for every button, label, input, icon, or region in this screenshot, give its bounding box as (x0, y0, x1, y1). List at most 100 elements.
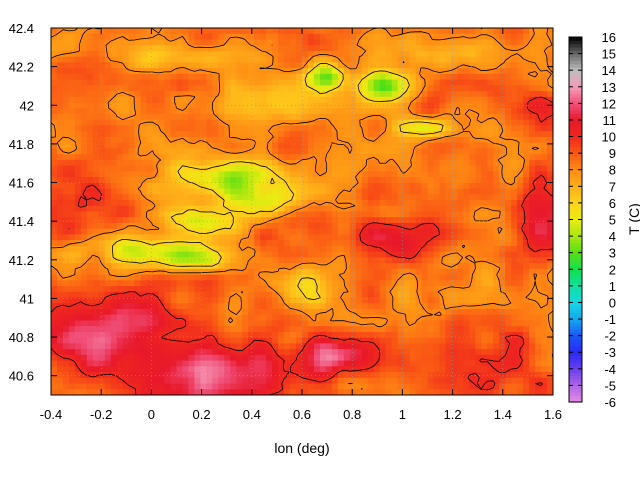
heatmap-cell (218, 366, 225, 373)
heatmap-cell (475, 108, 482, 115)
heatmap-cell (296, 154, 303, 161)
heatmap-cell (469, 286, 476, 293)
heatmap-cell (535, 91, 542, 98)
heatmap-cell (445, 291, 453, 299)
heatmap-cell (439, 263, 447, 270)
heatmap-cell (535, 182, 542, 190)
heatmap-cell (272, 354, 279, 362)
heatmap-cell (373, 79, 381, 86)
heatmap-cell (92, 68, 100, 75)
heatmap-cell (373, 165, 381, 172)
heatmap-cell (547, 205, 553, 213)
heatmap-cell (182, 326, 190, 333)
heatmap-cell (236, 217, 243, 224)
heatmap-cell (373, 234, 381, 241)
heatmap-cell (451, 343, 458, 350)
heatmap-cell (499, 142, 506, 150)
heatmap-cell (355, 91, 363, 98)
heatmap-cell (523, 286, 530, 293)
heatmap-cell (355, 263, 363, 270)
heatmap-cell (523, 119, 530, 127)
heatmap-cell (284, 297, 291, 304)
heatmap-cell (194, 234, 202, 241)
heatmap-cell (266, 188, 273, 195)
heatmap-cell (349, 148, 357, 155)
heatmap-cell (367, 280, 375, 287)
heatmap-cell (523, 251, 530, 258)
heatmap-cell (230, 91, 237, 98)
heatmap-cell (511, 62, 518, 69)
heatmap-cell (547, 62, 553, 69)
heatmap-cell (337, 85, 345, 92)
heatmap-cell (367, 217, 375, 224)
heatmap-cell (146, 326, 154, 333)
heatmap-cell (529, 73, 536, 81)
heatmap-cell (284, 240, 291, 247)
heatmap-cell (140, 79, 148, 86)
heatmap-cell (511, 268, 518, 276)
heatmap-cell (290, 131, 297, 138)
heatmap-cell (367, 165, 375, 172)
heatmap-cell (284, 91, 291, 98)
heatmap-cell (236, 251, 243, 258)
heatmap-cell (511, 349, 518, 356)
heatmap-cell (260, 366, 267, 373)
heatmap-cell (385, 62, 393, 69)
heatmap-cell (260, 142, 267, 150)
heatmap-cell (272, 73, 279, 81)
heatmap-cell (188, 68, 196, 75)
heatmap-cell (170, 303, 178, 310)
heatmap-cell (224, 194, 231, 201)
heatmap-cell (547, 188, 553, 195)
heatmap-cell (535, 148, 542, 155)
heatmap-cell (409, 222, 417, 230)
heatmap-cell (56, 211, 64, 218)
heatmap-cell (475, 79, 482, 86)
heatmap-cell (212, 354, 219, 362)
heatmap-cell (98, 274, 106, 281)
heatmap-cell (391, 154, 399, 161)
heatmap-cell (164, 125, 172, 132)
heatmap-cell (146, 68, 154, 75)
heatmap-cell (116, 136, 124, 144)
heatmap-cell (325, 62, 333, 69)
heatmap-cell (122, 56, 130, 63)
heatmap-cell (469, 280, 476, 287)
heatmap-cell (80, 308, 88, 316)
heatmap-cell (319, 303, 327, 310)
heatmap-cell (98, 308, 106, 316)
heatmap-cell (379, 217, 387, 224)
heatmap-cell (170, 228, 178, 236)
heatmap-cell (188, 79, 196, 86)
heatmap-cell (415, 360, 423, 367)
heatmap-cell (194, 136, 202, 144)
heatmap-cell (319, 240, 327, 247)
heatmap-cell (242, 108, 249, 115)
heatmap-cell (457, 354, 464, 362)
heatmap-cell (158, 56, 166, 63)
heatmap-cell (266, 154, 273, 161)
heatmap-cell (254, 154, 261, 161)
heatmap-cell (152, 165, 160, 172)
heatmap-cell (116, 200, 124, 207)
heatmap-cell (547, 165, 553, 172)
heatmap-cell (80, 125, 88, 132)
heatmap-cell (152, 188, 160, 195)
heatmap-cell (343, 39, 351, 46)
heatmap-cell (427, 194, 435, 201)
heatmap-cell (547, 326, 553, 333)
heatmap-cell (391, 142, 399, 150)
heatmap-cell (325, 234, 333, 241)
heatmap-cell (493, 228, 500, 236)
heatmap-cell (218, 360, 225, 367)
heatmap-cell (505, 222, 512, 230)
heatmap-cell (487, 182, 494, 190)
heatmap-cell (337, 154, 345, 161)
heatmap-cell (427, 45, 435, 52)
heatmap-cell (152, 245, 160, 253)
heatmap-cell (128, 343, 136, 350)
heatmap-cell (433, 154, 441, 161)
heatmap-cell (469, 320, 476, 327)
heatmap-cell (547, 177, 553, 184)
heatmap-cell (391, 50, 399, 58)
